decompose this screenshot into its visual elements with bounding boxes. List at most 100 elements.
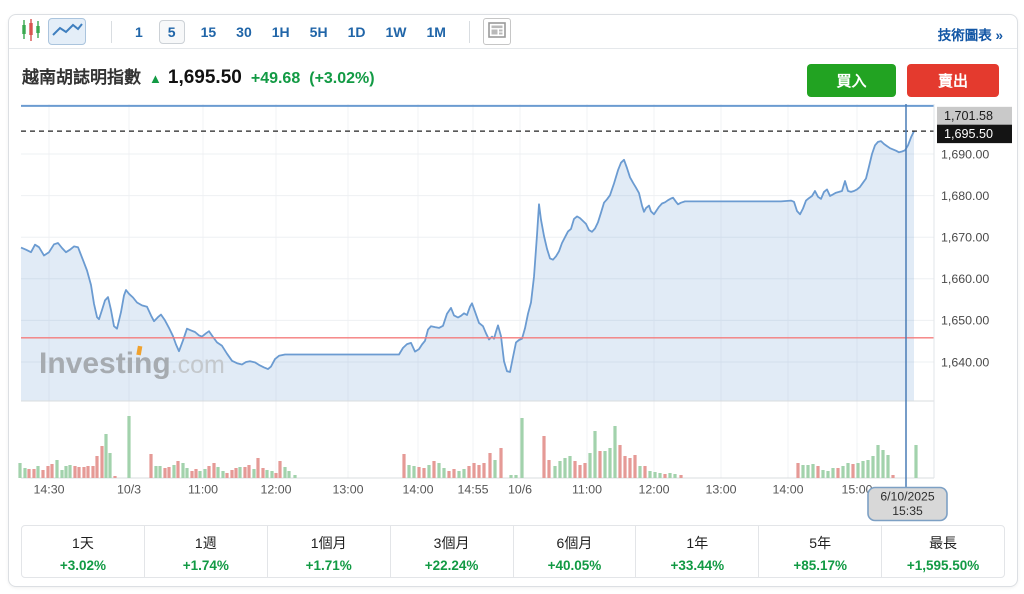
volume-bar	[876, 445, 880, 478]
chart-area: Investing.com 1,690.00 1,680.00 1,670.00 1,6…	[9, 101, 1017, 523]
candlestick-chart-button[interactable]	[19, 18, 43, 45]
technical-chart-link[interactable]: 技術圖表 »	[937, 28, 1003, 43]
y-axis-label: 1,670.00	[941, 231, 989, 245]
line-chart-button[interactable]	[48, 18, 86, 45]
volume-bar	[472, 463, 476, 478]
volume-bar	[846, 463, 850, 478]
x-axis-label: 10/6	[508, 483, 532, 497]
volume-bar	[821, 470, 825, 478]
volume-bar	[801, 465, 805, 478]
volume-bar	[861, 461, 865, 478]
x-axis-label: 12:00	[638, 483, 669, 497]
volume-bar	[482, 463, 486, 478]
volume-bar	[493, 460, 497, 478]
volume-bar	[499, 448, 503, 478]
volume-bar	[520, 418, 524, 478]
volume-bar	[402, 454, 406, 478]
volume-bar	[287, 471, 291, 478]
x-axis-label: 10/3	[117, 483, 141, 497]
perf-label: 最長	[929, 535, 958, 551]
toolbar-divider	[111, 20, 112, 43]
volume-bar	[628, 458, 632, 478]
interval-1[interactable]: 1	[131, 21, 147, 43]
volume-bar	[108, 453, 112, 478]
news-view-button[interactable]	[482, 18, 511, 45]
volume-bar	[225, 473, 229, 478]
volume-bar	[608, 448, 612, 478]
volume-bar	[831, 468, 835, 478]
watermark-accent	[136, 345, 143, 356]
volume-bar	[886, 455, 890, 478]
volume-bar	[91, 466, 95, 478]
price-chart[interactable]: Investing.com 1,690.00 1,680.00 1,670.00 1,6…	[9, 101, 1017, 523]
volume-bar	[86, 466, 90, 478]
perf-label: 5年	[809, 535, 832, 551]
last-price: 1,695.50	[167, 67, 242, 88]
perf-value: +40.05%	[547, 558, 602, 573]
volume-bar	[46, 466, 50, 478]
instrument-header: 越南胡誌明指數 ▲ 1,695.50 +49.68 (+3.02%)	[22, 63, 375, 99]
volume-bar	[216, 467, 220, 478]
volume-bar	[613, 426, 617, 478]
volume-bar	[149, 454, 153, 478]
perf-label: 1年	[686, 535, 709, 551]
buy-button[interactable]: 買入	[807, 64, 896, 97]
interval-5[interactable]: 5	[158, 19, 185, 44]
interval-15[interactable]: 15	[197, 21, 221, 43]
perf-cell-5年: 5年 +85.17%	[758, 526, 881, 577]
interval-30[interactable]: 30	[232, 21, 256, 43]
toolbar-divider	[468, 20, 470, 43]
volume-bar	[679, 475, 683, 478]
up-arrow-icon: ▲	[149, 71, 162, 86]
x-axis-label: 14:55	[457, 483, 488, 497]
volume-bar	[914, 445, 918, 478]
x-axis-label: 11:00	[572, 483, 602, 497]
perf-cell-3個月: 3個月 +22.24%	[389, 526, 513, 577]
volume-bar	[256, 458, 260, 478]
volume-bar	[41, 470, 45, 478]
perf-label: 1個月	[310, 535, 347, 551]
volume-bar	[432, 461, 436, 478]
volume-bar	[467, 466, 471, 478]
interval-1D[interactable]: 1D	[344, 21, 370, 43]
x-axis-label: 13:00	[332, 483, 363, 497]
volume-bar	[60, 470, 64, 478]
volume-bar	[163, 468, 167, 478]
interval-1H[interactable]: 1H	[268, 21, 294, 43]
volume-bar	[407, 465, 411, 478]
volume-bar	[593, 431, 597, 478]
interval-1M[interactable]: 1M	[422, 21, 449, 43]
volume-bar	[27, 469, 31, 478]
volume-bar	[568, 456, 572, 478]
interval-1W[interactable]: 1W	[381, 21, 410, 43]
sell-button[interactable]: 賣出	[907, 64, 999, 97]
volume-bar	[158, 466, 162, 478]
interval-5H[interactable]: 5H	[306, 21, 332, 43]
perf-cell-最長: 最長 +1,595.50%	[881, 526, 1004, 577]
watermark: Investing.com	[39, 347, 225, 380]
volume-bar	[234, 468, 238, 478]
volume-bar	[811, 464, 815, 478]
perf-label: 1週	[194, 535, 217, 551]
price-change-percent: (+3.02%)	[309, 70, 375, 87]
volume-bar	[427, 465, 431, 478]
perf-cell-1年: 1年 +33.44%	[635, 526, 758, 577]
volume-bar	[638, 466, 642, 478]
volume-bar	[648, 471, 652, 478]
high-price-badge-label: 1,701.58	[944, 109, 993, 123]
volume-bar	[95, 456, 99, 478]
x-axis-label: 14:30	[33, 483, 64, 497]
volume-bar	[643, 466, 647, 478]
x-axis-label: 12:00	[260, 483, 291, 497]
x-axis-label: 11:00	[188, 483, 218, 497]
volume-bar	[82, 467, 86, 478]
perf-value: +1,595.50%	[906, 558, 980, 573]
perf-value: +33.44%	[670, 558, 725, 573]
volume-bar	[247, 465, 251, 478]
volume-bar	[185, 468, 189, 478]
volume-bar	[553, 466, 557, 478]
volume-bar	[73, 466, 77, 478]
volume-bar	[207, 466, 211, 478]
perf-value: +22.24%	[424, 558, 479, 573]
volume-bar	[447, 471, 451, 478]
